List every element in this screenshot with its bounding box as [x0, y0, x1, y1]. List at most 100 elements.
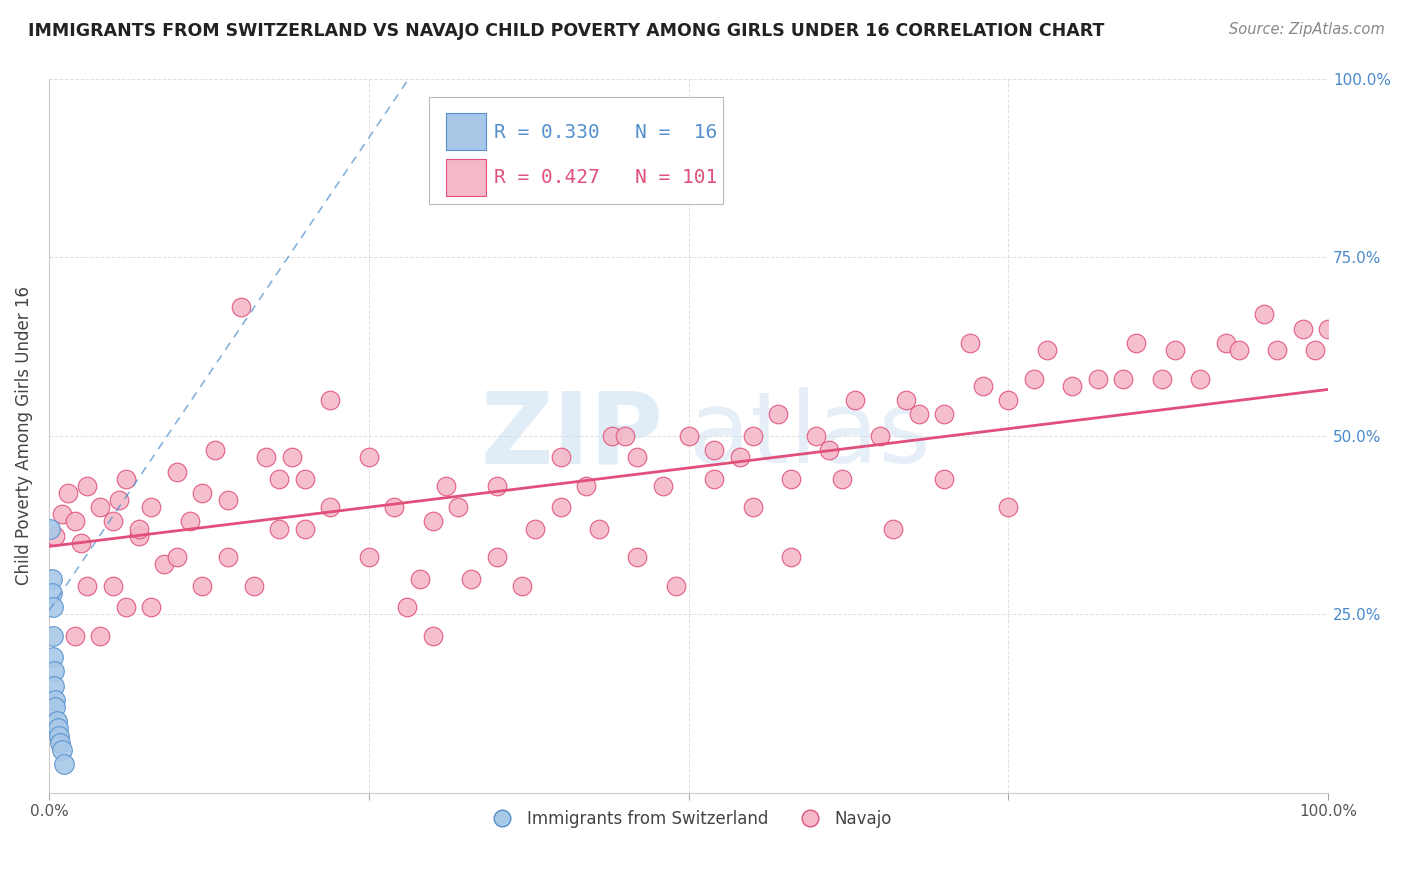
Point [1112, 372, 1135, 386]
Point [831, 472, 853, 486]
Point [114, 472, 136, 486]
Point [76, 579, 98, 593]
Point [972, 379, 994, 393]
Point [613, 429, 636, 443]
Point [191, 579, 214, 593]
Y-axis label: Child Poverty Among Girls Under 16: Child Poverty Among Girls Under 16 [15, 286, 32, 585]
Point [41, 572, 63, 586]
Point [485, 550, 508, 565]
Text: R = 0.330   N =  16: R = 0.330 N = 16 [494, 123, 717, 142]
Point [1022, 372, 1045, 386]
Point [51, 508, 73, 522]
Point [382, 500, 405, 515]
Point [254, 450, 277, 465]
Point [42, 600, 65, 615]
Point [294, 472, 316, 486]
Point [1150, 372, 1173, 386]
Point [882, 522, 904, 536]
Point [128, 529, 150, 543]
Point [1317, 322, 1340, 336]
Point [269, 472, 291, 486]
Point [1253, 308, 1275, 322]
Text: Source: ZipAtlas.com: Source: ZipAtlas.com [1229, 22, 1385, 37]
Point [1227, 343, 1250, 358]
Point [460, 572, 482, 586]
Point [600, 429, 623, 443]
Point [780, 472, 803, 486]
Point [114, 600, 136, 615]
Point [652, 479, 675, 493]
Point [894, 393, 917, 408]
Point [153, 558, 176, 572]
Point [806, 429, 828, 443]
Point [191, 486, 214, 500]
Point [818, 443, 841, 458]
Point [294, 522, 316, 536]
Text: R = 0.427   N = 101: R = 0.427 N = 101 [494, 168, 717, 187]
Text: IMMIGRANTS FROM SWITZERLAND VS NAVAJO CHILD POVERTY AMONG GIRLS UNDER 16 CORRELA: IMMIGRANTS FROM SWITZERLAND VS NAVAJO CH… [28, 22, 1105, 40]
Point [141, 500, 163, 515]
Point [997, 500, 1019, 515]
Point [44, 529, 66, 543]
Point [49, 736, 72, 750]
Point [907, 408, 929, 422]
Point [281, 450, 304, 465]
Point [141, 600, 163, 615]
Point [678, 429, 700, 443]
Point [53, 757, 76, 772]
Point [780, 550, 803, 565]
Point [41, 586, 63, 600]
Point [626, 450, 648, 465]
Point [63, 515, 86, 529]
Point [741, 429, 763, 443]
Legend: Immigrants from Switzerland, Navajo: Immigrants from Switzerland, Navajo [478, 803, 898, 834]
Point [357, 550, 380, 565]
Point [550, 500, 572, 515]
Point [550, 450, 572, 465]
Point [42, 650, 65, 665]
FancyBboxPatch shape [446, 113, 486, 151]
Point [703, 472, 725, 486]
Point [48, 729, 70, 743]
Point [524, 522, 547, 536]
Text: atlas: atlas [689, 387, 931, 484]
Point [42, 665, 65, 679]
Point [63, 629, 86, 643]
Point [42, 679, 65, 693]
Point [665, 579, 688, 593]
Point [1125, 336, 1147, 351]
Point [1291, 322, 1313, 336]
Point [1035, 343, 1057, 358]
Point [128, 522, 150, 536]
Point [39, 522, 62, 536]
Point [42, 629, 65, 643]
Point [485, 479, 508, 493]
Point [1062, 379, 1084, 393]
FancyBboxPatch shape [429, 97, 723, 204]
Point [1305, 343, 1327, 358]
Point [108, 493, 131, 508]
Text: ZIP: ZIP [479, 387, 664, 484]
Point [242, 579, 264, 593]
Point [959, 336, 981, 351]
Point [396, 600, 419, 615]
Point [1215, 336, 1237, 351]
Point [409, 572, 432, 586]
Point [56, 486, 79, 500]
Point [44, 700, 66, 714]
Point [422, 629, 444, 643]
Point [934, 408, 956, 422]
Point [510, 579, 533, 593]
Point [101, 579, 124, 593]
Point [76, 479, 98, 493]
Point [204, 443, 226, 458]
Point [1087, 372, 1109, 386]
Point [1265, 343, 1288, 358]
Point [229, 301, 252, 315]
Point [588, 522, 610, 536]
Point [89, 500, 111, 515]
Point [741, 500, 763, 515]
Point [319, 500, 342, 515]
Point [319, 393, 342, 408]
Point [179, 515, 201, 529]
